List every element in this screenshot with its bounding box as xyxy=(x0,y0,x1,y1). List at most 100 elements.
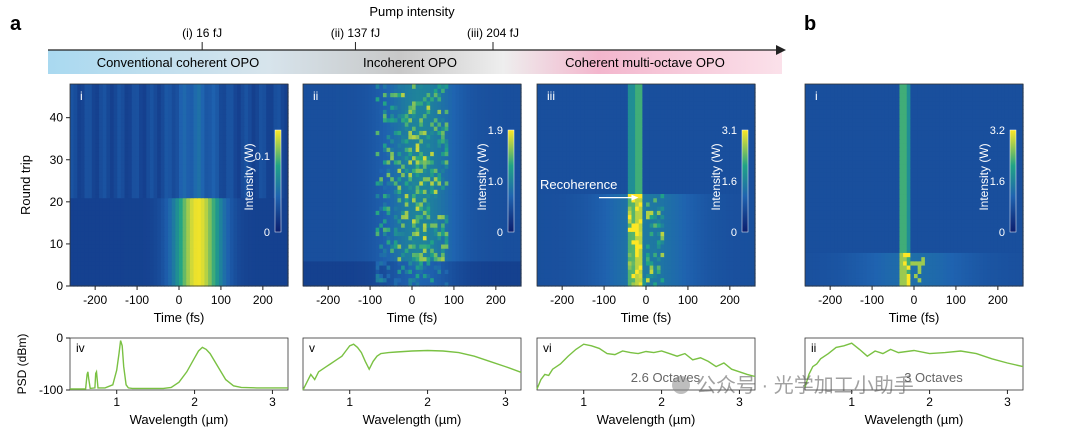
heatmap-cell xyxy=(368,269,373,274)
heatmap-cell xyxy=(350,142,355,148)
heatmap-cell xyxy=(310,243,315,249)
heatmap-cell xyxy=(412,142,417,148)
heatmap-cell xyxy=(189,222,195,228)
heatmap-cell xyxy=(237,155,242,161)
heatmap-cell xyxy=(466,142,471,148)
heatmap-cell xyxy=(266,151,271,157)
heatmap-cell xyxy=(346,155,351,161)
heatmap-cell xyxy=(229,231,235,237)
heatmap-cell xyxy=(222,231,227,237)
colorbar xyxy=(274,129,282,233)
heatmap-cell xyxy=(222,206,227,211)
heatmap-cell xyxy=(88,109,93,115)
heatmap-cell xyxy=(364,138,369,144)
heatmap-cell xyxy=(346,235,351,241)
heatmap-cell xyxy=(473,201,478,207)
heatmap-cell xyxy=(484,227,489,232)
heatmap-cell xyxy=(455,222,460,228)
heatmap-cell xyxy=(95,185,100,190)
heatmap-cell xyxy=(448,243,453,249)
heatmap-cell xyxy=(80,92,86,98)
heatmap-cell xyxy=(135,281,140,287)
heatmap-cell xyxy=(393,210,399,216)
heatmap-cell xyxy=(171,168,176,173)
heatmap-cell xyxy=(175,227,180,232)
heatmap-cell xyxy=(186,130,191,136)
heatmap-cell xyxy=(361,147,366,152)
heatmap-cell xyxy=(408,201,413,207)
heatmap-cell xyxy=(317,222,322,228)
heatmap-cell xyxy=(248,117,253,123)
heatmap-cell xyxy=(321,142,326,148)
heatmap-cell xyxy=(73,277,78,283)
heatmap-cell xyxy=(339,218,344,224)
heatmap-cell xyxy=(226,84,231,89)
heatmap-cell xyxy=(419,222,424,228)
heatmap-cell xyxy=(419,281,424,287)
heatmap-cell xyxy=(117,193,122,199)
heatmap-cell xyxy=(353,185,359,190)
heatmap-cell xyxy=(244,134,249,140)
heatmap-cell xyxy=(106,260,111,266)
heatmap-cell xyxy=(513,163,518,169)
heatmap-cell xyxy=(70,130,75,136)
heatmap-cell xyxy=(70,172,75,178)
heatmap-cell xyxy=(280,189,285,195)
heatmap-cell xyxy=(197,130,202,136)
heatmap-cell xyxy=(353,210,359,216)
heatmap-cell xyxy=(372,189,377,195)
heatmap-cell xyxy=(77,109,82,115)
heatmap-cell xyxy=(361,189,366,195)
heatmap-cell xyxy=(372,222,377,228)
heatmap-cell xyxy=(379,210,384,216)
heatmap-cell xyxy=(372,163,377,169)
heatmap-cell xyxy=(70,201,75,207)
heatmap-cell xyxy=(284,105,289,110)
heatmap-cell xyxy=(346,142,351,148)
heatmap-cell xyxy=(113,197,118,203)
heatmap-cell xyxy=(415,176,420,182)
heatmap-cell xyxy=(208,231,213,237)
heatmap-cell xyxy=(240,172,245,178)
heatmap-cell xyxy=(346,260,351,266)
heatmap-cell xyxy=(113,206,118,211)
heatmap-cell xyxy=(277,84,282,89)
heatmap-cell xyxy=(346,210,351,216)
heatmap-cell xyxy=(499,172,504,178)
heatmap-cell xyxy=(197,117,202,123)
heatmap-cell xyxy=(335,201,340,207)
heatmap-cell xyxy=(175,117,180,123)
heatmap-cell xyxy=(262,176,267,182)
heatmap-cell xyxy=(426,256,431,262)
heatmap-cell xyxy=(393,172,399,178)
heatmap-cell xyxy=(324,147,330,152)
heatmap-cell xyxy=(517,151,522,157)
heatmap-cell xyxy=(244,273,249,279)
heatmap-cell xyxy=(339,239,344,245)
heatmap-cell xyxy=(412,243,417,249)
heatmap-cell xyxy=(135,189,140,195)
heatmap-cell xyxy=(470,201,475,207)
heatmap-cell xyxy=(233,214,238,220)
heatmap-cell xyxy=(128,92,133,98)
heatmap-cell xyxy=(481,243,486,249)
heatmap-cell xyxy=(350,151,355,157)
heatmap-cell xyxy=(419,273,424,279)
heatmap-cell xyxy=(211,248,216,253)
heatmap-cell xyxy=(211,105,216,110)
heatmap-cell xyxy=(197,147,202,152)
heatmap-cell xyxy=(211,176,216,182)
heatmap-cell xyxy=(179,180,184,186)
heatmap-cell xyxy=(419,206,424,211)
heatmap-cell xyxy=(397,227,402,232)
heatmap-cell xyxy=(237,138,242,144)
heatmap-cell xyxy=(215,109,220,115)
heatmap-cell xyxy=(226,264,231,270)
heatmap-cell xyxy=(215,126,220,131)
heatmap-cell xyxy=(284,277,289,283)
heatmap-cell xyxy=(95,121,100,127)
heatmap-cell xyxy=(350,235,355,241)
heatmap-cell xyxy=(215,201,220,207)
heatmap-cell xyxy=(455,239,460,245)
heatmap-cell xyxy=(171,130,176,136)
